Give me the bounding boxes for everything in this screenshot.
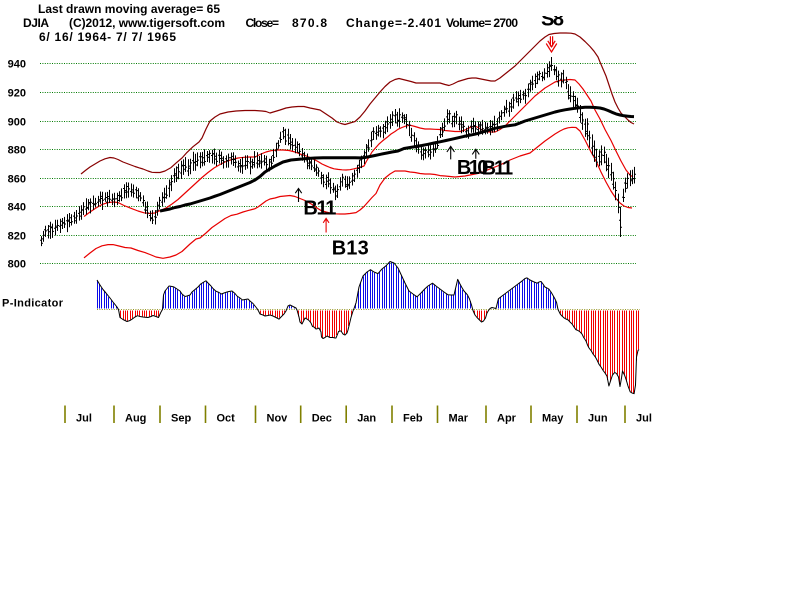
svg-text:Close=: Close= [246, 16, 280, 30]
svg-text:Feb: Feb [403, 413, 423, 425]
svg-text:820: 820 [8, 231, 26, 243]
svg-text:S8: S8 [541, 9, 564, 31]
svg-text:880: 880 [8, 145, 26, 157]
svg-text:6/ 16/ 1964- 7/ 7/ 1965: 6/ 16/ 1964- 7/ 7/ 1965 [39, 30, 176, 44]
svg-text:P-Indicator: P-Indicator [2, 298, 64, 310]
svg-text:May: May [542, 413, 564, 425]
svg-text:Jul: Jul [636, 413, 652, 425]
svg-text:Oct: Oct [217, 413, 236, 425]
svg-text:800: 800 [8, 259, 26, 271]
svg-text:870.8: 870.8 [292, 16, 327, 30]
svg-text:B11: B11 [303, 198, 336, 220]
svg-text:Last drawn moving average= 65: Last drawn moving average= 65 [38, 2, 220, 16]
svg-text:860: 860 [8, 174, 26, 186]
svg-text:940: 940 [8, 59, 26, 71]
svg-text:DJIA: DJIA [23, 16, 49, 30]
svg-text:Jul: Jul [76, 413, 92, 425]
svg-text:Sep: Sep [171, 413, 191, 425]
svg-text:Volume= 2700: Volume= 2700 [446, 16, 518, 30]
svg-text:Change=-2.401: Change=-2.401 [346, 16, 441, 30]
svg-text:Dec: Dec [312, 413, 332, 425]
svg-text:B13: B13 [332, 237, 369, 259]
svg-text:900: 900 [8, 117, 26, 129]
svg-text:840: 840 [8, 202, 26, 214]
svg-text:Mar: Mar [449, 413, 469, 425]
svg-text:Apr: Apr [497, 413, 517, 425]
svg-text:B11: B11 [482, 158, 513, 180]
svg-text:Nov: Nov [267, 413, 289, 425]
svg-text:Aug: Aug [125, 413, 146, 425]
svg-text:(C)2012, www.tigersoft.com: (C)2012, www.tigersoft.com [69, 16, 225, 30]
svg-text:Jan: Jan [357, 413, 376, 425]
svg-text:B10: B10 [457, 157, 489, 179]
svg-text:Jun: Jun [588, 413, 608, 425]
svg-text:920: 920 [8, 88, 26, 100]
